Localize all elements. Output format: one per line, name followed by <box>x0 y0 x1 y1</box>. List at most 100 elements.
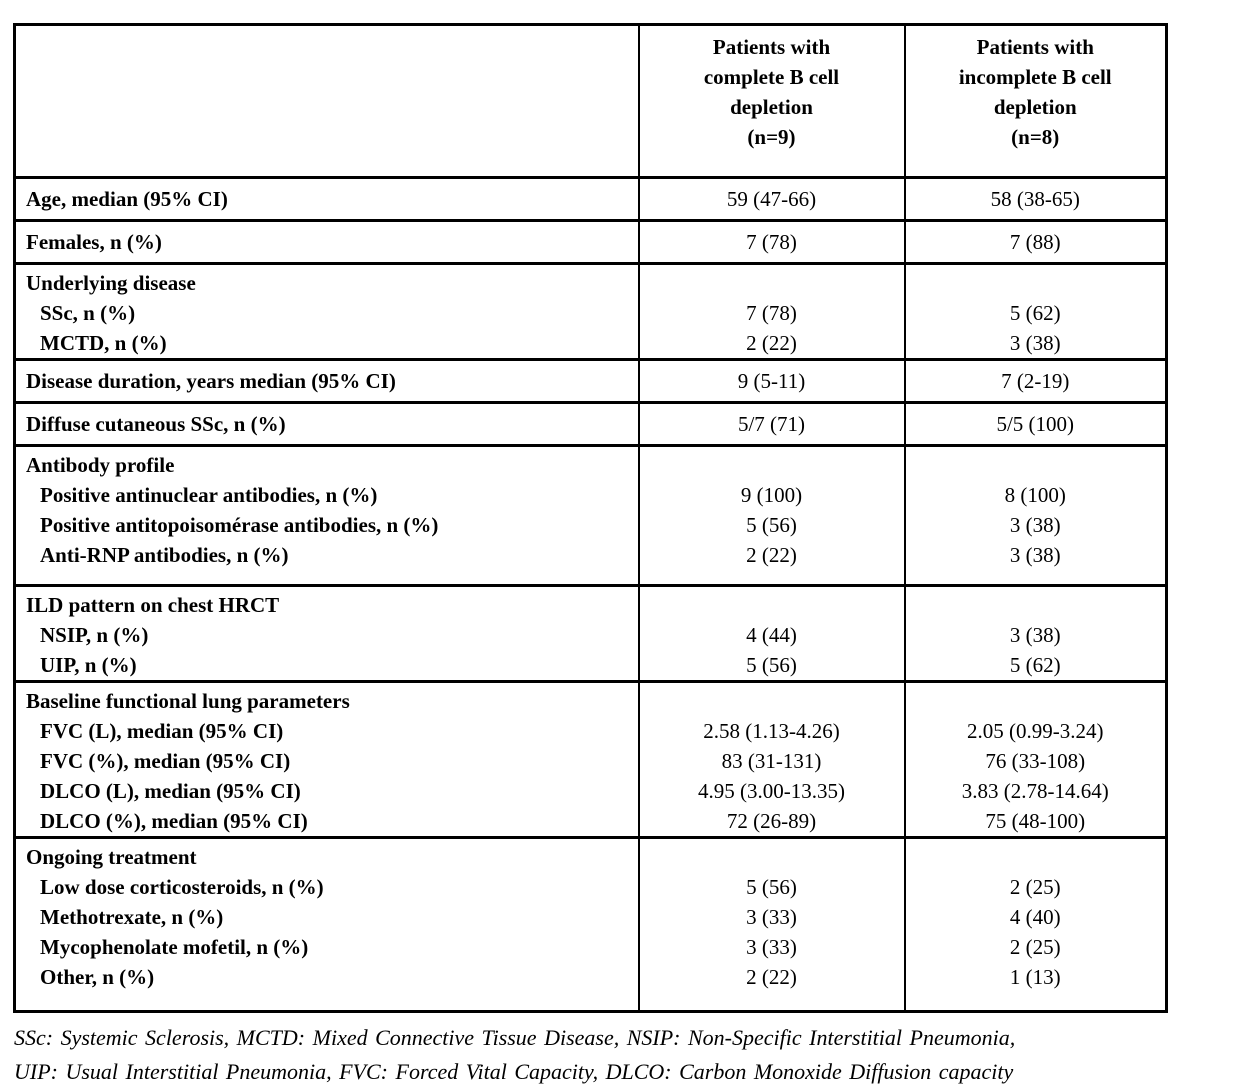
table-row: Anti-RNP antibodies, n (%) 2 (22) 3 (38) <box>13 540 1168 586</box>
table-row: Ongoing treatment <box>13 836 1168 872</box>
table-row: Disease duration, years median (95% CI) 9… <box>13 358 1168 403</box>
row-label-cell: Baseline functional lung parameters <box>13 680 640 716</box>
row-label-cell: MCTD, n (%) <box>13 328 640 360</box>
col-header-incomplete-depletion: Patients with incomplete B cell depletio… <box>903 24 1168 179</box>
table-row: Underlying disease <box>13 262 1168 298</box>
value-cell-complete-depletion <box>637 444 906 480</box>
value-cell-complete-depletion: 5 (56) <box>637 510 906 540</box>
row-label-cell: Underlying disease <box>13 262 640 298</box>
value-cell-complete-depletion: 3 (33) <box>637 932 906 962</box>
row-label-cell: Age, median (95% CI) <box>13 176 640 221</box>
table-row: DLCO (L), median (95% CI) 4.95 (3.00-13.3… <box>13 776 1168 806</box>
value-cell-incomplete-depletion: 7 (2-19) <box>903 358 1168 403</box>
value-cell-complete-depletion: 72 (26-89) <box>637 806 906 838</box>
value-cell-incomplete-depletion: 2 (25) <box>903 932 1168 962</box>
table-header-row: Patients with complete B cell depletion … <box>13 24 1168 179</box>
value-cell-complete-depletion: 5 (56) <box>637 872 906 902</box>
value-cell-incomplete-depletion: 58 (38-65) <box>903 176 1168 221</box>
row-label-cell: Females, n (%) <box>13 219 640 264</box>
table-row: Positive antinuclear antibodies, n (%) 9 … <box>13 480 1168 510</box>
table-row: Females, n (%) 7 (78) 7 (88) <box>13 219 1168 264</box>
value-cell-incomplete-depletion <box>903 680 1168 716</box>
value-cell-complete-depletion: 2 (22) <box>637 328 906 360</box>
row-label-cell: Anti-RNP antibodies, n (%) <box>13 540 640 586</box>
value-cell-incomplete-depletion <box>903 584 1168 620</box>
value-cell-complete-depletion <box>637 584 906 620</box>
row-label-cell: ILD pattern on chest HRCT <box>13 584 640 620</box>
row-label-cell: Ongoing treatment <box>13 836 640 872</box>
value-cell-incomplete-depletion: 5/5 (100) <box>903 401 1168 446</box>
table-row: Antibody profile <box>13 444 1168 480</box>
value-cell-complete-depletion: 83 (31-131) <box>637 746 906 776</box>
value-cell-complete-depletion: 2 (22) <box>637 540 906 586</box>
value-cell-incomplete-depletion: 7 (88) <box>903 219 1168 264</box>
value-cell-incomplete-depletion: 75 (48-100) <box>903 806 1168 838</box>
value-cell-incomplete-depletion: 1 (13) <box>903 962 1168 1012</box>
value-cell-complete-depletion: 7 (78) <box>637 298 906 328</box>
value-cell-complete-depletion: 4.95 (3.00-13.35) <box>637 776 906 806</box>
table-row: UIP, n (%) 5 (56) 5 (62) <box>13 650 1168 682</box>
row-label-cell: Methotrexate, n (%) <box>13 902 640 932</box>
value-cell-incomplete-depletion: 2.05 (0.99-3.24) <box>903 716 1168 746</box>
col-header-empty <box>13 24 640 179</box>
value-cell-complete-depletion: 9 (5-11) <box>637 358 906 403</box>
value-cell-complete-depletion <box>637 262 906 298</box>
row-label-cell: SSc, n (%) <box>13 298 640 328</box>
row-label-cell: Mycophenolate mofetil, n (%) <box>13 932 640 962</box>
row-label-cell: Antibody profile <box>13 444 640 480</box>
row-label-cell: Diffuse cutaneous SSc, n (%) <box>13 401 640 446</box>
table-row: Low dose corticosteroids, n (%) 5 (56) 2 (… <box>13 872 1168 902</box>
value-cell-complete-depletion: 4 (44) <box>637 620 906 650</box>
table-row: ILD pattern on chest HRCT <box>13 584 1168 620</box>
table-row: Diffuse cutaneous SSc, n (%) 5/7 (71) 5/5 … <box>13 401 1168 446</box>
value-cell-complete-depletion <box>637 680 906 716</box>
table-header: Patients with complete B cell depletion … <box>13 24 1168 179</box>
value-cell-incomplete-depletion: 3.83 (2.78-14.64) <box>903 776 1168 806</box>
table-row: Baseline functional lung parameters <box>13 680 1168 716</box>
row-label-cell: Positive antitopoisomérase antibodies, n… <box>13 510 640 540</box>
footnote-line: SSc: Systemic Sclerosis, MCTD: Mixed Con… <box>14 1025 1016 1050</box>
table-body: Age, median (95% CI) 59 (47-66) 58 (38-65)… <box>13 176 1168 1012</box>
value-cell-incomplete-depletion: 3 (38) <box>903 620 1168 650</box>
table-row: Other, n (%) 2 (22) 1 (13) <box>13 962 1168 1012</box>
value-cell-incomplete-depletion: 8 (100) <box>903 480 1168 510</box>
table-row: FVC (L), median (95% CI) 2.58 (1.13-4.26)… <box>13 716 1168 746</box>
value-cell-complete-depletion: 2.58 (1.13-4.26) <box>637 716 906 746</box>
row-label-cell: Positive antinuclear antibodies, n (%) <box>13 480 640 510</box>
row-label-cell: Disease duration, years median (95% CI) <box>13 358 640 403</box>
row-label-cell: DLCO (%), median (95% CI) <box>13 806 640 838</box>
value-cell-complete-depletion: 5 (56) <box>637 650 906 682</box>
value-cell-incomplete-depletion: 5 (62) <box>903 298 1168 328</box>
footnote-line: UIP: Usual Interstitial Pneumonia, FVC: … <box>14 1059 1014 1084</box>
value-cell-incomplete-depletion: 3 (38) <box>903 540 1168 586</box>
patient-characteristics-table: Patients with complete B cell depletion … <box>13 23 1168 1013</box>
row-label-cell: FVC (%), median (95% CI) <box>13 746 640 776</box>
row-label-cell: NSIP, n (%) <box>13 620 640 650</box>
value-cell-incomplete-depletion: 2 (25) <box>903 872 1168 902</box>
value-cell-incomplete-depletion <box>903 444 1168 480</box>
page: Patients with complete B cell depletion … <box>0 23 1246 1088</box>
table-row: Methotrexate, n (%) 3 (33) 4 (40) <box>13 902 1168 932</box>
row-label-cell: Other, n (%) <box>13 962 640 1012</box>
value-cell-complete-depletion: 5/7 (71) <box>637 401 906 446</box>
table-row: Mycophenolate mofetil, n (%) 3 (33) 2 (25) <box>13 932 1168 962</box>
row-label-cell: UIP, n (%) <box>13 650 640 682</box>
value-cell-incomplete-depletion: 5 (62) <box>903 650 1168 682</box>
value-cell-incomplete-depletion <box>903 262 1168 298</box>
row-label-cell: FVC (L), median (95% CI) <box>13 716 640 746</box>
table-row: DLCO (%), median (95% CI) 72 (26-89) 75 (4… <box>13 806 1168 838</box>
value-cell-complete-depletion: 7 (78) <box>637 219 906 264</box>
value-cell-complete-depletion: 59 (47-66) <box>637 176 906 221</box>
value-cell-complete-depletion: 2 (22) <box>637 962 906 1012</box>
row-label-cell: Low dose corticosteroids, n (%) <box>13 872 640 902</box>
col-header-complete-depletion: Patients with complete B cell depletion … <box>637 24 906 179</box>
value-cell-incomplete-depletion: 4 (40) <box>903 902 1168 932</box>
abbreviations-footnote: SSc: Systemic Sclerosis, MCTD: Mixed Con… <box>14 1021 1236 1088</box>
table-row: Positive antitopoisomérase antibodies, n… <box>13 510 1168 540</box>
value-cell-incomplete-depletion <box>903 836 1168 872</box>
row-label-cell: DLCO (L), median (95% CI) <box>13 776 640 806</box>
value-cell-incomplete-depletion: 76 (33-108) <box>903 746 1168 776</box>
table-row: SSc, n (%) 7 (78) 5 (62) <box>13 298 1168 328</box>
table-row: Age, median (95% CI) 59 (47-66) 58 (38-65) <box>13 176 1168 221</box>
value-cell-complete-depletion: 9 (100) <box>637 480 906 510</box>
